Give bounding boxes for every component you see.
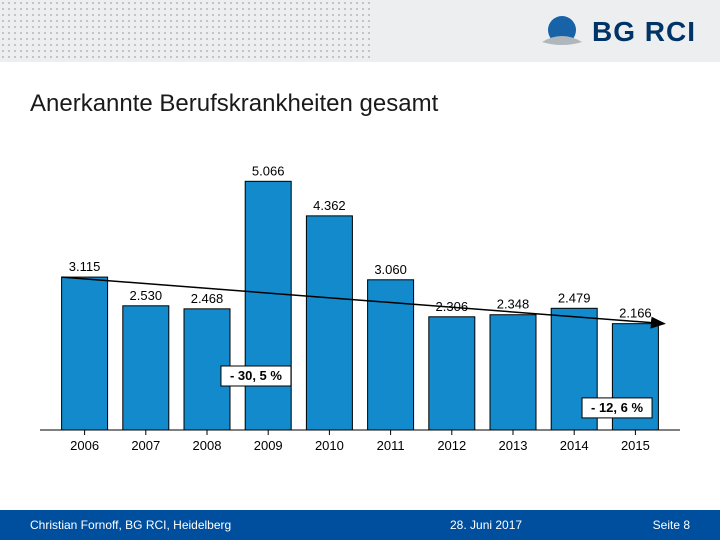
x-axis-label: 2009	[254, 438, 283, 453]
bar	[123, 306, 169, 430]
footer-page: Seite 8	[610, 518, 690, 532]
x-axis-label: 2007	[131, 438, 160, 453]
page-title: Anerkannte Berufskrankheiten gesamt	[30, 90, 438, 118]
header-dot-pattern	[0, 0, 370, 62]
x-axis-label: 2008	[193, 438, 222, 453]
bar-value-label: 5.066	[252, 163, 285, 178]
x-axis-label: 2014	[560, 438, 589, 453]
annotation-text: - 30, 5 %	[230, 368, 282, 383]
brand-name: BG RCI	[592, 16, 696, 48]
bar	[306, 216, 352, 430]
x-axis-label: 2015	[621, 438, 650, 453]
x-axis-label: 2006	[70, 438, 99, 453]
footer-bar: Christian Fornoff, BG RCI, Heidelberg 28…	[0, 510, 720, 540]
logo: BG RCI	[538, 12, 696, 52]
bar	[245, 181, 291, 430]
bar-value-label: 2.348	[497, 297, 530, 312]
bar-value-label: 2.479	[558, 290, 591, 305]
bar-chart: 3.115 2006 2.530 2007 2.468 2008 5.066 2009 4.36…	[40, 130, 680, 470]
bar	[62, 277, 108, 430]
bar-value-label: 3.060	[374, 262, 407, 277]
footer-date: 28. Juni 2017	[450, 518, 610, 532]
annotation-text: - 12, 6 %	[591, 400, 643, 415]
bar-value-label: 2.166	[619, 306, 652, 321]
x-axis-label: 2010	[315, 438, 344, 453]
x-axis-label: 2013	[499, 438, 528, 453]
bar	[429, 317, 475, 430]
footer-author: Christian Fornoff, BG RCI, Heidelberg	[30, 518, 450, 532]
x-axis-label: 2012	[437, 438, 466, 453]
chart-canvas: 3.115 2006 2.530 2007 2.468 2008 5.066 2009 4.36…	[40, 130, 680, 470]
x-axis-label: 2011	[377, 438, 405, 453]
bar-value-label: 2.530	[130, 288, 163, 303]
logo-icon	[538, 12, 584, 52]
bar-value-label: 4.362	[313, 198, 346, 213]
bar-value-label: 2.468	[191, 291, 224, 306]
bar-value-label: 3.115	[69, 259, 101, 274]
header-strip: BG RCI	[0, 0, 720, 62]
bar	[490, 315, 536, 430]
